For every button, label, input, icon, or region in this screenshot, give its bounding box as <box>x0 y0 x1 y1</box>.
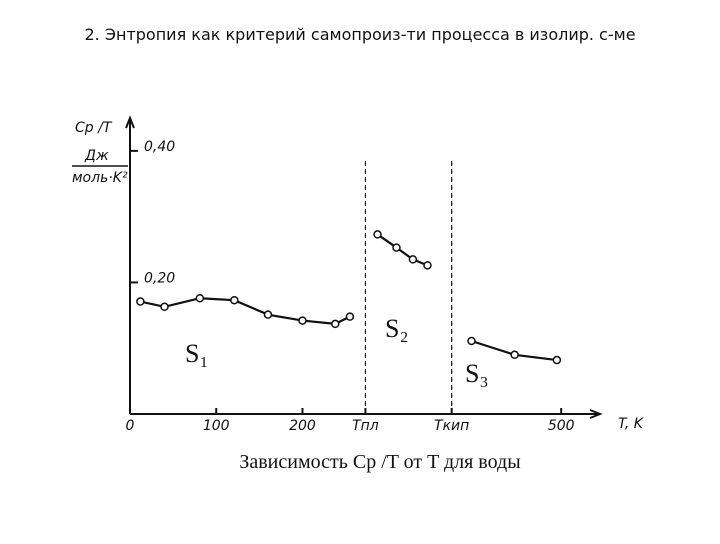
x-tick-label: Tпл <box>352 418 379 434</box>
x-tick-label: 200 <box>289 418 316 434</box>
x-tick-label: 0 <box>126 418 135 434</box>
axis-arrow <box>589 409 603 419</box>
data-point <box>195 293 205 303</box>
region-label: S₁ <box>185 339 209 368</box>
data-point <box>423 261 432 270</box>
series-line <box>140 297 351 326</box>
y-unit-top: Дж <box>84 148 109 164</box>
data-point <box>298 316 307 325</box>
y-tick-label: 0,20 <box>144 270 175 286</box>
data-point <box>552 355 562 365</box>
region-label: S₂ <box>385 314 409 343</box>
data-point <box>330 319 340 329</box>
data-point <box>136 297 145 306</box>
data-point <box>345 312 355 321</box>
y-axis-label: Cp /T <box>75 120 113 136</box>
x-tick-label: 500 <box>548 418 575 434</box>
x-tick-label: 100 <box>203 418 230 434</box>
x-tick-label: Tкип <box>434 418 469 434</box>
y-unit-bottom: моль·K² <box>72 170 128 186</box>
series-line <box>376 233 428 267</box>
region-label: S₃ <box>465 359 489 388</box>
y-tick-label: 0,40 <box>144 139 175 155</box>
caption: Зависимость Cp /T от T для воды <box>239 451 520 473</box>
data-point <box>230 295 239 305</box>
data-point <box>392 243 401 252</box>
data-point <box>263 310 273 319</box>
page-title: 2. Энтропия как критерий самопроиз-ти пр… <box>84 25 635 44</box>
x-axis-label: T, K <box>618 416 645 432</box>
data-point <box>373 230 382 239</box>
data-point <box>160 302 169 312</box>
data-point <box>510 350 519 360</box>
data-point <box>467 336 476 346</box>
axis-arrow <box>125 115 135 129</box>
data-point <box>408 255 418 264</box>
